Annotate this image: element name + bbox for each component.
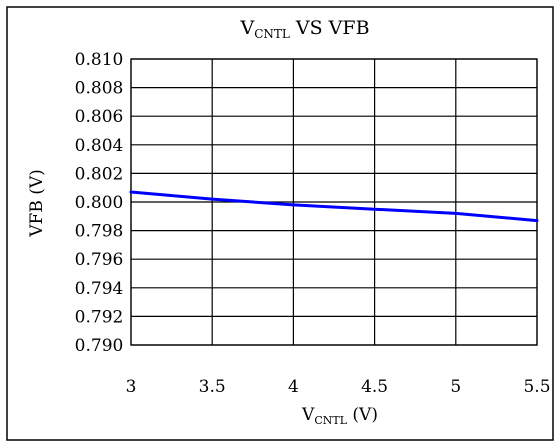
x-tick-label: 5.5 <box>523 377 550 397</box>
y-tick-label: 0.792 <box>75 307 124 327</box>
y-tick-label: 0.796 <box>75 250 124 270</box>
x-tick-label: 5 <box>450 377 461 397</box>
x-tick-label: 3.5 <box>199 377 226 397</box>
y-tick-label: 0.802 <box>75 164 124 184</box>
x-tick-labels: 3 3.5 4 4.5 5 5.5 <box>126 377 551 397</box>
y-tick-label: 0.806 <box>75 107 124 127</box>
series-layer <box>129 190 539 223</box>
x-tick-label: 4.5 <box>361 377 388 397</box>
y-axis-title: VFB (V) <box>27 169 47 238</box>
y-tick-label: 0.798 <box>75 222 124 242</box>
y-tick-label: 0.804 <box>75 136 124 156</box>
x-tick-label: 3 <box>126 377 137 397</box>
grid-lines <box>130 58 538 346</box>
chart-title: VCNTL VS VFB <box>239 17 369 41</box>
x-tick-label: 4 <box>288 377 299 397</box>
series-line-0 <box>129 190 539 223</box>
x-axis-title: VCNTL (V) <box>301 405 378 427</box>
y-tick-label: 0.810 <box>75 50 124 70</box>
y-tick-label: 0.794 <box>75 279 124 299</box>
y-tick-label: 0.790 <box>75 336 124 356</box>
y-tick-label: 0.808 <box>75 79 124 99</box>
y-tick-label: 0.800 <box>75 193 124 213</box>
y-tick-labels: 0.810 0.808 0.806 0.804 0.802 0.800 0.798 0.796… <box>75 50 124 356</box>
